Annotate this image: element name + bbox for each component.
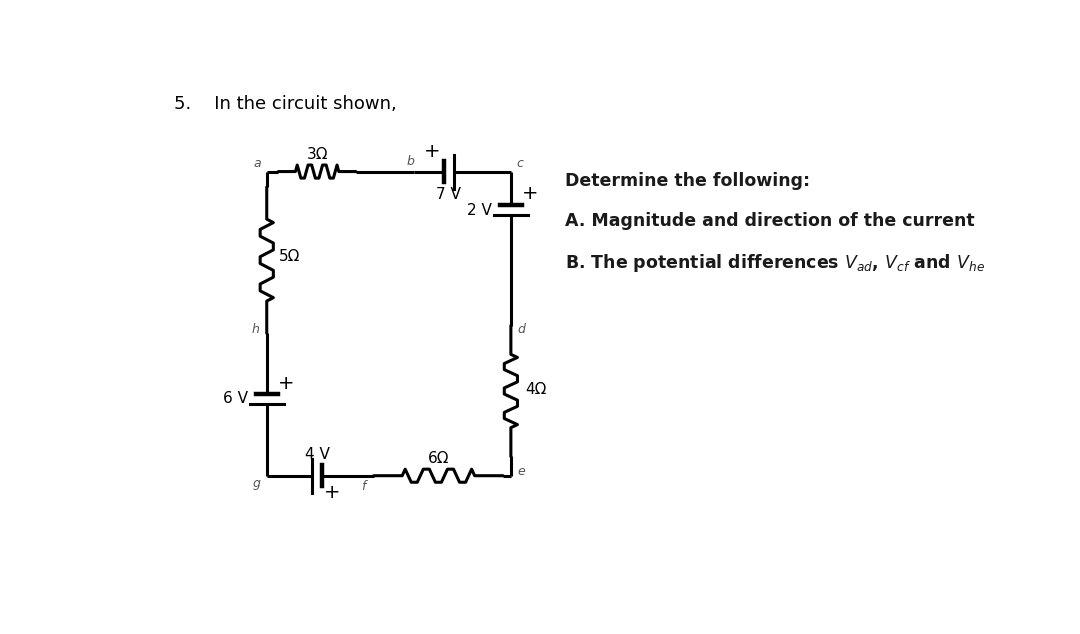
Text: +: + bbox=[278, 374, 295, 393]
Text: 4 V: 4 V bbox=[305, 446, 329, 462]
Text: +: + bbox=[423, 142, 440, 161]
Text: A. Magnitude and direction of the current: A. Magnitude and direction of the curren… bbox=[565, 212, 975, 230]
Text: e: e bbox=[517, 465, 526, 479]
Text: b: b bbox=[406, 155, 414, 168]
Text: 6 V: 6 V bbox=[224, 391, 248, 406]
Text: 7 V: 7 V bbox=[436, 187, 461, 202]
Text: d: d bbox=[517, 323, 526, 336]
Text: Determine the following:: Determine the following: bbox=[565, 172, 810, 190]
Text: c: c bbox=[516, 157, 524, 171]
Text: +: + bbox=[324, 483, 341, 502]
Text: 4Ω: 4Ω bbox=[525, 382, 546, 397]
Text: 5Ω: 5Ω bbox=[280, 249, 300, 264]
Text: 2 V: 2 V bbox=[468, 202, 492, 217]
Text: 3Ω: 3Ω bbox=[307, 147, 328, 162]
Text: a: a bbox=[254, 157, 261, 171]
Text: h: h bbox=[252, 323, 260, 336]
Text: +: + bbox=[522, 184, 539, 203]
Text: f: f bbox=[362, 480, 366, 493]
Text: B. The potential differences $V_{ad}$, $V_{cf}$ and $V_{he}$: B. The potential differences $V_{ad}$, $… bbox=[565, 252, 985, 274]
Text: 6Ω: 6Ω bbox=[428, 451, 449, 466]
Text: g: g bbox=[253, 477, 260, 490]
Text: 5.    In the circuit shown,: 5. In the circuit shown, bbox=[174, 94, 396, 113]
